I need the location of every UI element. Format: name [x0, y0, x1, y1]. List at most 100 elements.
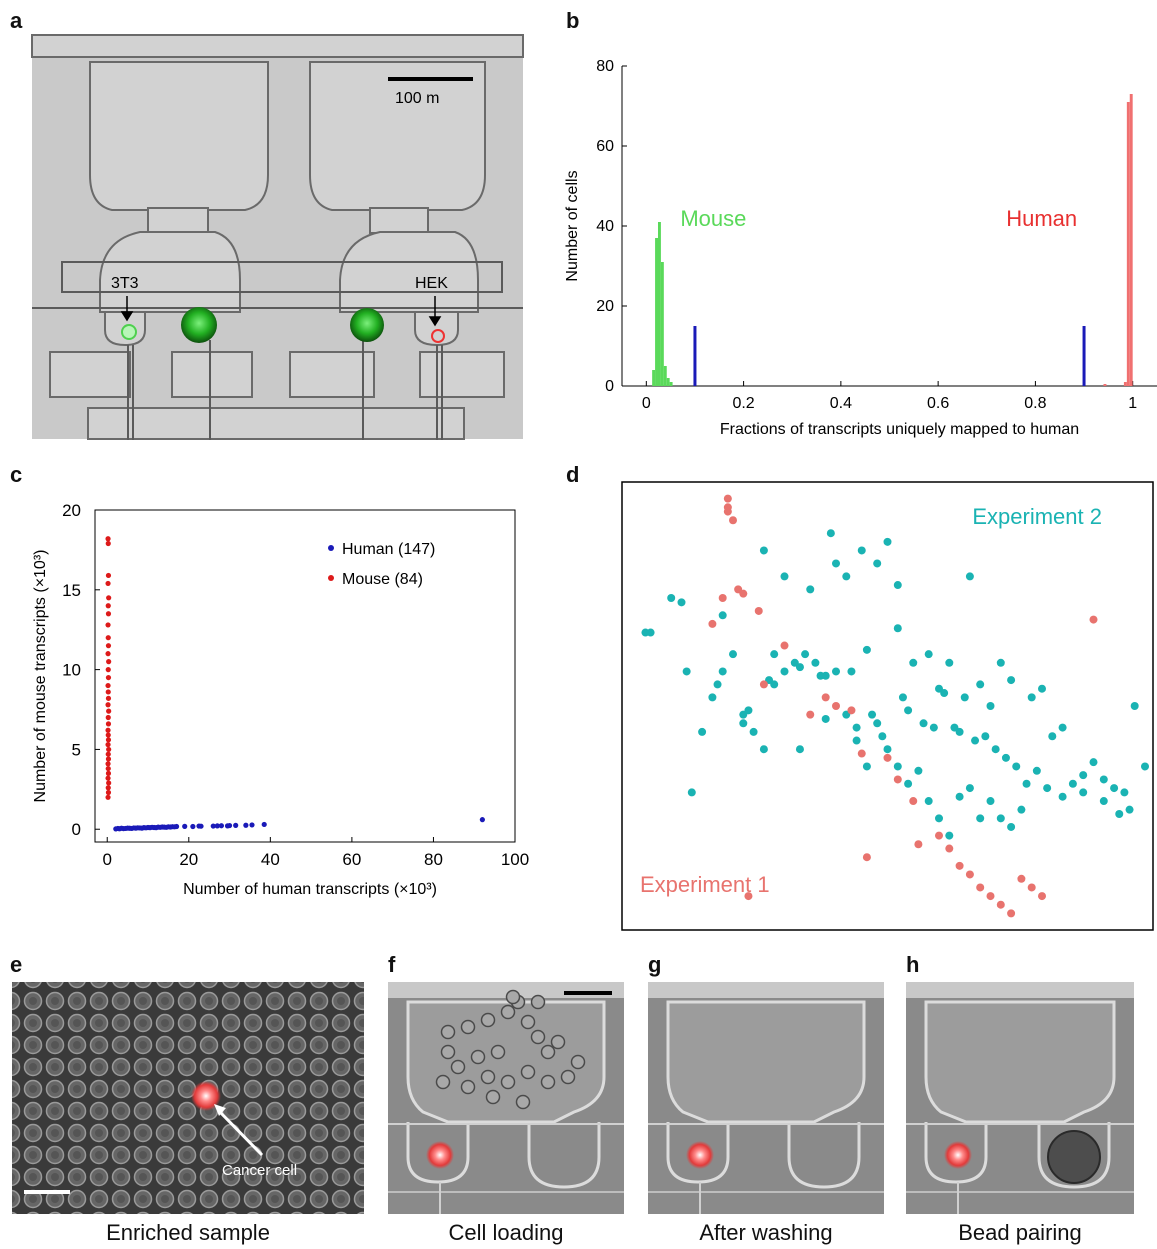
scatter-point-d	[873, 559, 882, 568]
loaded-cell	[500, 1074, 516, 1090]
scatter-point-c	[210, 823, 216, 829]
scatter-point-c	[105, 572, 112, 579]
scatter-point-d	[1120, 788, 1129, 797]
loaded-cell	[460, 1019, 476, 1035]
scatter-point-c	[137, 825, 143, 831]
scatter-point-d	[759, 745, 768, 754]
scatter-point-d	[955, 861, 964, 870]
x-axis-label-b: Fractions of transcripts uniquely mapped…	[720, 421, 1079, 438]
scatter-point-d	[795, 663, 804, 672]
scatter-point-c	[196, 823, 202, 829]
scatter-point-d	[1110, 784, 1119, 793]
micrograph-f	[388, 982, 624, 1214]
cell-label-hek: HEK	[415, 275, 448, 292]
panel-letter-e: e	[10, 952, 23, 977]
scatter-point-d	[1099, 797, 1108, 806]
scatter-point-d	[713, 680, 722, 689]
scatter-point-d	[1058, 723, 1067, 732]
scatter-point-d	[1043, 784, 1052, 793]
caption-g: After washing	[699, 1220, 833, 1245]
cell-label-3t3: 3T3	[111, 275, 139, 292]
scatter-point-c	[161, 824, 167, 830]
scatter-point-c	[105, 765, 111, 772]
scatter-point-c	[105, 721, 112, 727]
scatter-point-d	[754, 606, 763, 615]
loaded-cell	[520, 1064, 536, 1080]
loaded-cell	[480, 1012, 496, 1028]
scatter-point-d	[744, 892, 753, 901]
scatter-point-c	[106, 659, 112, 665]
scatter-point-d	[898, 693, 907, 702]
trapped-cancer-cell	[426, 1141, 454, 1169]
loaded-cell	[550, 1034, 566, 1050]
scatter-point-d	[847, 667, 856, 676]
scatter-point-d	[667, 594, 676, 602]
scatter-point-d	[935, 684, 943, 693]
scatter-point-d	[847, 706, 856, 715]
micrograph-h	[906, 982, 1134, 1214]
scatter-point-c	[105, 651, 111, 657]
scatter-point-d	[1017, 805, 1026, 814]
scatter-point-d	[832, 702, 840, 710]
hist-bar-mouse	[666, 378, 670, 386]
histogram-panel-b: 0 20 40 60 80 0 0.2 0.4 0.6 0.8 1 Fractions of tran…	[564, 58, 1157, 438]
scatter-point-d	[708, 693, 717, 702]
scatter-point-d	[904, 779, 913, 788]
scatter-point-c	[105, 737, 112, 743]
x-tick-label-b: 0	[642, 395, 651, 412]
scatter-point-d	[1007, 676, 1016, 685]
loaded-cell	[540, 1074, 556, 1090]
panel-letter-f: f	[388, 952, 396, 977]
x-tick-label-c: 100	[501, 850, 529, 869]
scatter-point-d	[1007, 909, 1016, 918]
scatter-point-d	[1141, 762, 1149, 771]
cancer-cell-label: Cancer cell	[222, 1162, 297, 1179]
scale-bar-label: 100 m	[395, 90, 439, 107]
scatter-point-d	[873, 719, 882, 728]
arrow-hek-head	[428, 316, 442, 327]
scatter-point-c	[116, 826, 123, 832]
scatter-point-c	[105, 785, 111, 791]
scatter-point-d	[883, 753, 892, 762]
scatter-point-d	[935, 831, 943, 840]
bead-left	[181, 307, 217, 343]
hist-bar-mouse	[663, 366, 667, 386]
scatter-point-c	[105, 682, 111, 689]
scatter-point-d	[1027, 883, 1036, 892]
hist-bar-mouse	[652, 370, 656, 386]
scatter-point-d	[806, 710, 815, 719]
micrograph-background	[906, 982, 1134, 1214]
scatter-point-d	[1130, 702, 1139, 710]
loaded-cell	[450, 1059, 466, 1075]
scatter-point-d	[1038, 892, 1046, 901]
scatter-point-d	[723, 503, 732, 512]
x-tick-label-c: 60	[342, 850, 361, 869]
scatter-point-d	[682, 667, 691, 676]
scatter-point-d	[929, 723, 938, 732]
scatter-point-c	[105, 635, 111, 641]
top-channel	[906, 982, 1134, 998]
x-tick-label-b: 0.6	[927, 395, 949, 412]
label-experiment-2: Experiment 2	[972, 504, 1102, 529]
plot-frame-d	[621, 481, 1154, 931]
scatter-point-c	[105, 695, 112, 701]
scatter-point-d	[816, 671, 825, 680]
scatter-point-d	[646, 628, 655, 637]
loaded-cell	[485, 1089, 501, 1105]
scatter-point-c	[151, 824, 157, 831]
loaded-cell	[505, 989, 521, 1005]
y-tick-label-b: 20	[596, 298, 614, 315]
legend-marker-c	[328, 545, 334, 551]
panel-letter-d: d	[566, 462, 580, 487]
y-tick-label-c: 10	[62, 661, 81, 680]
scatter-point-c	[105, 789, 112, 796]
x-tick-label-b: 1	[1128, 395, 1137, 412]
legend-label-c: Human (147)	[342, 541, 435, 558]
panel-letter-h: h	[906, 952, 920, 977]
scatter-point-c	[147, 825, 153, 831]
scatter-point-d	[909, 658, 918, 667]
scatter-point-c	[125, 825, 131, 831]
scatter-point-d	[965, 870, 974, 879]
caption-f: Cell loading	[448, 1220, 564, 1245]
scatter-point-d	[904, 706, 913, 715]
